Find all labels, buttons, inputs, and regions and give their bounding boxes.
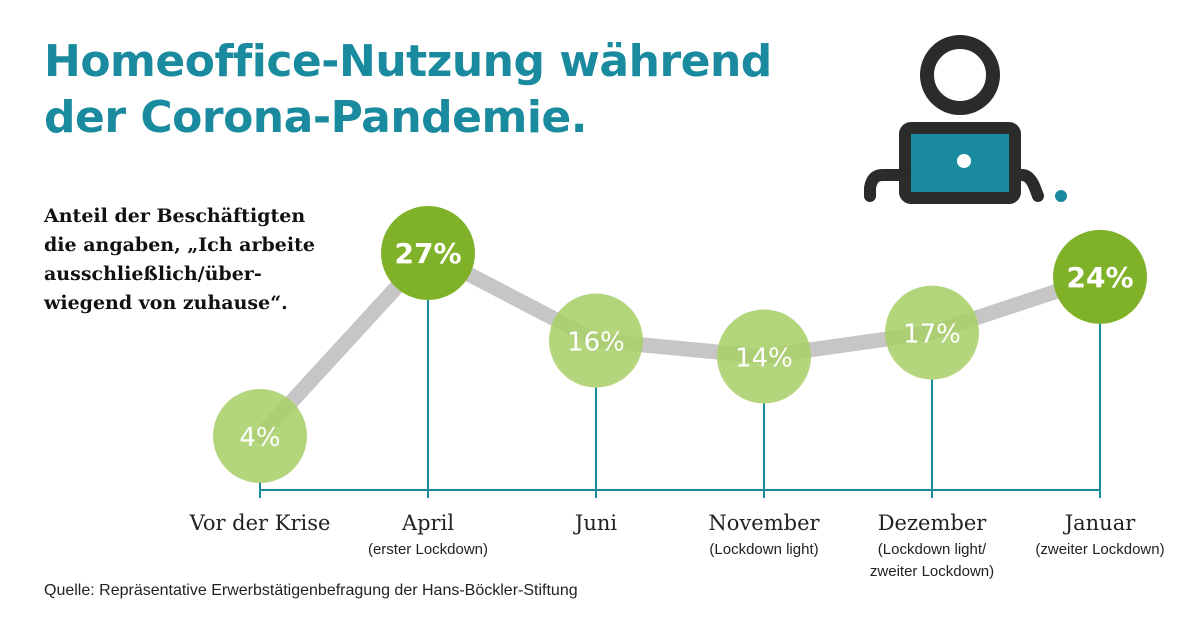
x-tick-note: (Lockdown light/ (878, 541, 987, 558)
title-line-2: der Corona-Pandemie. (44, 92, 588, 143)
x-tick-note: (erster Lockdown) (368, 541, 488, 558)
x-tick-label: April (401, 511, 454, 535)
person-at-laptop-icon (864, 35, 1067, 204)
data-label: 24% (1066, 261, 1133, 294)
data-point-marker (717, 309, 811, 404)
data-label: 27% (394, 237, 461, 270)
person-head-icon (920, 35, 1000, 115)
laptop-camera-icon (957, 154, 971, 168)
data-point-marker (381, 206, 475, 300)
title-line-1: Homeoffice-Nutzung während (44, 36, 772, 87)
data-point-marker (213, 389, 307, 483)
subtitle-line-4: wiegend von zuhause“. (44, 292, 288, 314)
chart-title: Homeoffice-Nutzung während der Corona-Pa… (44, 34, 844, 146)
x-tick-note: (zweiter Lockdown) (1035, 541, 1164, 558)
x-tick-label: Januar (1063, 511, 1137, 535)
x-tick-label: November (708, 511, 820, 535)
data-label: 14% (735, 343, 793, 373)
subtitle-line-2: die angaben, „Ich arbeite (44, 234, 315, 256)
data-point-marker (885, 285, 979, 380)
data-point-marker (549, 293, 643, 388)
x-tick-label: Vor der Krise (189, 511, 331, 535)
data-label: 4% (239, 423, 280, 453)
person-left-arm-icon (864, 169, 906, 202)
subtitle-line-1: Anteil der Beschäftigten (44, 205, 306, 227)
source-note: Quelle: Repräsentative Erwerbstätigenbef… (44, 582, 578, 599)
x-tick-label: Juni (573, 511, 617, 535)
data-point-marker (1053, 229, 1147, 324)
person-right-arm-icon (1016, 169, 1044, 202)
x-tick-label: Dezember (878, 511, 988, 535)
subtitle-line-3: ausschließlich/über- (44, 263, 262, 285)
accent-dot-icon (1055, 190, 1067, 202)
x-tick-note: (Lockdown light) (709, 541, 818, 558)
x-tick-note: zweiter Lockdown) (870, 563, 994, 580)
data-label: 16% (567, 328, 625, 358)
data-label: 17% (903, 320, 961, 350)
chart-subtitle: Anteil der Beschäftigten die angaben, „I… (44, 202, 364, 318)
